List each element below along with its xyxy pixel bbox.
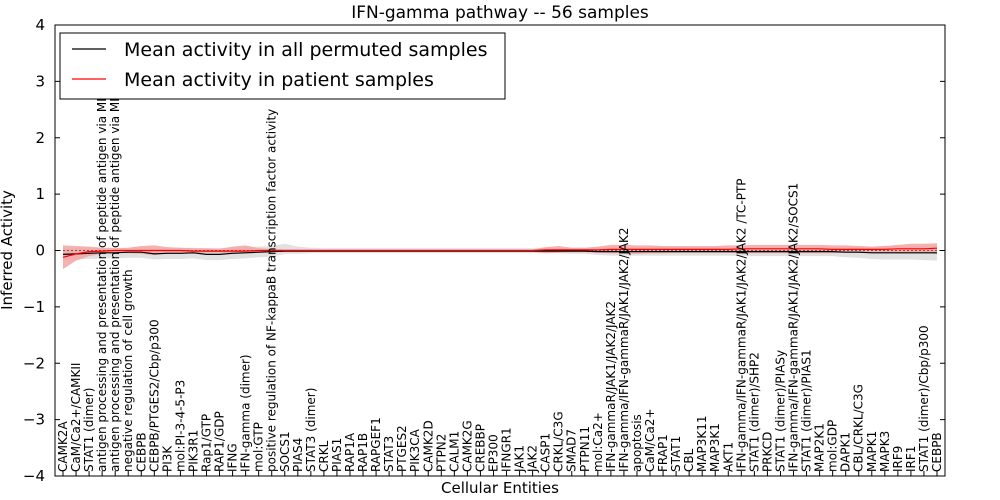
category-label: RAPGEF1	[369, 417, 383, 472]
category-label: PI3K	[160, 445, 174, 472]
category-label: apoptosis	[630, 414, 644, 472]
category-label: IFNG	[226, 443, 240, 472]
category-label: mol:GDP	[826, 420, 840, 472]
legend-label-permuted: Mean activity in all permuted samples	[124, 39, 487, 61]
plot-frame	[54, 24, 946, 477]
category-label: MAPK1	[865, 431, 879, 472]
category-label: IRF9	[891, 446, 905, 472]
category-label: RAP1B	[356, 433, 370, 472]
y-tick-label: −1	[23, 298, 45, 316]
category-label: STAT1 (dimer)/PIAS1	[800, 349, 814, 472]
category-label: CEBPB	[930, 432, 944, 472]
category-label: CEBPB/PTGES2/Cbp/p300	[147, 319, 161, 472]
category-label: IFN-gamma/IFN-gammaR/JAK1/JAK2/JAK2 /TC-…	[734, 178, 748, 472]
category-label: STAT3 (dimer)	[304, 388, 318, 472]
category-label: PIAS1	[330, 438, 344, 472]
category-label: CAMK2A	[56, 421, 70, 472]
category-label: PTPN2	[434, 434, 448, 472]
chart-title: IFN-gamma pathway -- 56 samples	[351, 3, 649, 23]
category-label: STAT1 (dimer)/PIASy	[773, 350, 787, 472]
category-label: CAMK2D	[421, 420, 435, 472]
category-label: IFN-gamma/IFN-gammaR/JAK1/JAK2/JAK2	[617, 227, 631, 472]
legend-label-patient: Mean activity in patient samples	[124, 69, 434, 91]
y-tick-label: 0	[35, 242, 45, 260]
category-label: JAK1	[513, 445, 527, 473]
category-label: PIAS4	[291, 438, 305, 472]
y-tick-label: −3	[23, 411, 45, 429]
y-axis-ticks: −4 −3 −2 −1 0 1 2 3 4	[23, 16, 945, 485]
category-label: IFN-gamma/IFN-gammaR/JAK1/JAK2/JAK2/SOCS…	[787, 183, 801, 472]
category-label: mol:GTP	[252, 422, 266, 472]
series-lines	[62, 247, 938, 258]
category-label: STAT1 (dimer)/Cbp/p300	[917, 325, 931, 472]
category-label: RAP1/GDP	[213, 411, 227, 472]
category-label: CEBPB	[134, 432, 148, 472]
category-label: mol:Ca2+	[591, 412, 605, 472]
category-label: CAMK2G	[460, 420, 474, 472]
category-labels: CAMK2A CaM/Ca2+/CAMKII STAT1 (dimer) antige…	[56, 40, 944, 473]
category-label: FRAP1	[656, 434, 670, 472]
category-label: IRF1	[904, 446, 918, 472]
category-label: Rap1/GTP	[199, 414, 213, 472]
category-label: STAT1	[669, 436, 683, 472]
category-label: EP300	[486, 434, 500, 472]
category-label: CBL	[682, 448, 696, 472]
category-label: negative regulation of cell growth	[121, 269, 135, 472]
category-label: CREBBP	[473, 424, 487, 472]
category-label: PTPN11	[578, 426, 592, 472]
category-label: JAK2	[526, 445, 540, 473]
category-label: RAP1A	[343, 432, 357, 472]
y-tick-label: 4	[35, 16, 45, 34]
y-tick-label: −2	[23, 354, 45, 372]
x-axis-ticks	[62, 471, 938, 476]
category-label: STAT3	[382, 436, 396, 472]
category-label: CASP1	[539, 433, 553, 472]
category-label: AKT1	[721, 442, 735, 472]
category-label: MAP3K11	[695, 415, 709, 472]
y-tick-label: −4	[23, 467, 45, 485]
category-label: MAP3K1	[708, 423, 722, 472]
category-label: SMAD7	[565, 429, 579, 472]
category-label: CALM1	[447, 431, 461, 472]
category-label: DAPK1	[839, 432, 853, 472]
category-label: mol:PI-3-4-5-P3	[173, 380, 187, 472]
category-label: CaM/Ca2+/CAMKII	[69, 363, 83, 472]
category-label: CBL/CRKL/C3G	[852, 384, 866, 472]
line-series-1	[62, 247, 938, 258]
y-tick-label: 2	[35, 129, 45, 147]
y-tick-label: 1	[35, 185, 45, 203]
category-label: antigen processing and presentation of p…	[108, 40, 122, 472]
category-label: MAPK3	[878, 431, 892, 472]
category-label: IFN-gamma (dimer)	[239, 354, 253, 472]
x-axis-label: Cellular Entities	[441, 479, 559, 497]
y-tick-label: 3	[35, 72, 45, 90]
category-label: CaM/Ca2+	[643, 408, 657, 472]
category-label: STAT1 (dimer)	[82, 388, 96, 472]
category-label: IFN-gammaR/JAK1/JAK2/JAK2	[604, 301, 618, 472]
category-label: PTGES2	[395, 425, 409, 472]
category-label: antigen processing and presentation of p…	[95, 43, 109, 472]
category-label: MAP2K1	[813, 423, 827, 472]
category-label: IFNGR1	[500, 427, 514, 472]
category-label: PIK3R1	[186, 430, 200, 472]
category-label: PRKCD	[760, 432, 774, 472]
category-label: CRKL/C3G	[552, 411, 566, 472]
category-label: STAT1 (dimer)/SHP2	[747, 352, 761, 472]
category-label: SOCS1	[278, 431, 292, 472]
legend-box	[59, 32, 506, 100]
category-label: CRKL	[317, 440, 331, 472]
legend: Mean activity in all permuted samples Me…	[59, 32, 506, 100]
y-axis-label: Inferred Activity	[0, 190, 16, 310]
category-label: PIK3CA	[408, 428, 422, 472]
category-label: positive regulation of NF-kappaB transcr…	[265, 109, 279, 472]
confidence-bands	[63, 243, 937, 270]
